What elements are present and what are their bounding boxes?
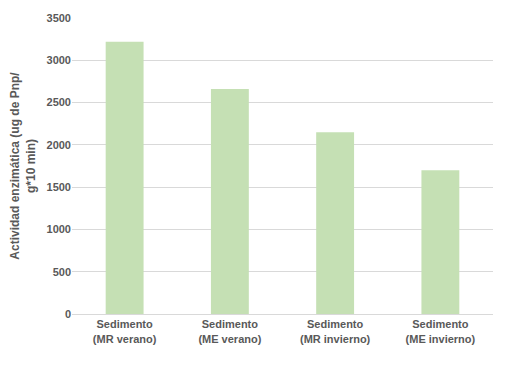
svg-text:2000: 2000 — [47, 139, 71, 151]
svg-text:Sedimento(MR verano): Sedimento(MR verano) — [93, 318, 157, 344]
svg-text:3500: 3500 — [47, 12, 71, 24]
svg-text:Sedimento(ME verano): Sedimento(ME verano) — [198, 318, 261, 344]
svg-text:0: 0 — [65, 308, 71, 320]
svg-text:1500: 1500 — [47, 181, 71, 193]
svg-text:1000: 1000 — [47, 223, 71, 235]
svg-text:Sedimento(MR invierno): Sedimento(MR invierno) — [300, 318, 371, 344]
svg-text:Sedimento(ME invierno): Sedimento(ME invierno) — [406, 318, 476, 344]
svg-text:500: 500 — [53, 266, 71, 278]
svg-text:3000: 3000 — [47, 54, 71, 66]
svg-text:Actividad enzimática (ug de Pn: Actividad enzimática (ug de Pnp/g*10 min… — [8, 72, 38, 260]
svg-text:2500: 2500 — [47, 96, 71, 108]
